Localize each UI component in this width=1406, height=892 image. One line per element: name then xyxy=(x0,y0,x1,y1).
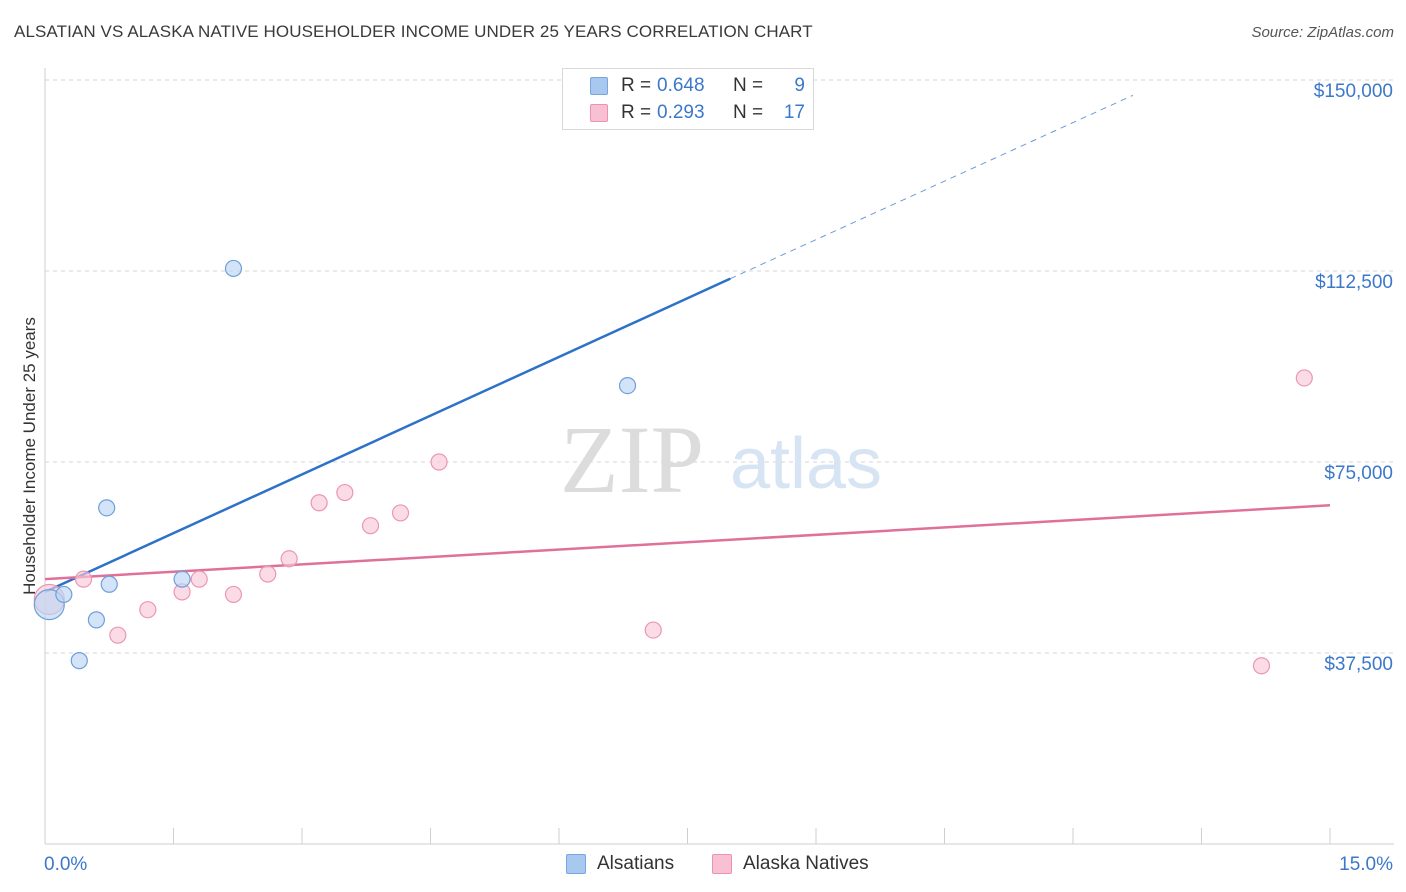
legend-row-alsatians: R = 0.648 N = 9 xyxy=(563,73,813,99)
point-alaska-natives xyxy=(280,550,298,568)
watermark: ZIP atlas xyxy=(560,406,882,513)
trend-line-alsatians-extension xyxy=(730,94,1134,280)
point-alaska-natives xyxy=(139,601,157,619)
axes xyxy=(44,68,1394,845)
legend-n-label: N = xyxy=(733,102,764,123)
y-tick-label: $150,000 xyxy=(1314,81,1393,102)
tick-labels: $37,500 $75,000 $112,500 $150,000 0.0% 15.0% xyxy=(44,81,1393,875)
point-alaska-natives xyxy=(109,626,127,644)
point-alaska-natives xyxy=(644,621,662,639)
legend-r-label: R = xyxy=(621,102,652,123)
trend-lines xyxy=(44,94,1331,594)
legend-n-label: N = xyxy=(733,75,764,96)
legend-r-label: R = xyxy=(621,75,652,96)
data-points xyxy=(33,259,1313,675)
bottom-legend-label: Alaska Natives xyxy=(743,853,869,874)
point-alaska-natives xyxy=(224,585,243,604)
point-alaska-natives xyxy=(1295,369,1313,387)
point-alsatians xyxy=(70,652,88,670)
y-tick-label: $112,500 xyxy=(1315,272,1393,293)
point-alsatians xyxy=(98,499,116,517)
chart-title: ALSATIAN VS ALASKA NATIVE HOUSEHOLDER IN… xyxy=(14,22,813,41)
y-tick-label: $37,500 xyxy=(1324,654,1393,675)
legend-swatch-alsatians xyxy=(590,77,608,95)
legend-swatch-alaska-natives xyxy=(590,104,608,122)
point-alsatians xyxy=(618,377,637,395)
stats-legend: R = 0.648 N = 9 R = 0.293 N = 17 xyxy=(562,68,814,130)
point-alaska-natives xyxy=(310,494,328,512)
point-alaska-natives xyxy=(391,504,410,522)
x-tick-label: 15.0% xyxy=(1339,854,1393,875)
legend-r-value: 0.648 xyxy=(657,75,705,96)
watermark-atlas: atlas xyxy=(730,424,882,504)
trend-line-alsatians xyxy=(44,277,731,594)
source-credit: Source: ZipAtlas.com xyxy=(1251,24,1394,41)
bottom-legend-label: Alsatians xyxy=(597,853,675,874)
bottom-legend-swatch-alaska-natives xyxy=(712,854,732,874)
point-alaska-natives xyxy=(1252,657,1271,675)
legend-r-value: 0.293 xyxy=(657,102,705,123)
point-alaska-natives xyxy=(336,483,354,502)
trend-line-alaska-natives xyxy=(44,504,1331,581)
bottom-legend-swatch-alsatians xyxy=(566,854,586,874)
y-tick-label: $75,000 xyxy=(1324,463,1393,484)
point-alsatians xyxy=(173,570,191,588)
point-alsatians xyxy=(87,611,106,629)
point-alaska-natives xyxy=(74,570,93,588)
point-alaska-natives xyxy=(430,453,448,471)
point-alaska-natives xyxy=(361,517,380,535)
point-alsatians xyxy=(224,259,243,278)
x-tick-label: 0.0% xyxy=(44,854,87,875)
watermark-zip: ZIP xyxy=(560,406,704,513)
point-alaska-natives xyxy=(259,565,277,583)
point-alaska-natives xyxy=(190,570,208,588)
point-alsatians xyxy=(55,585,73,604)
legend-row-alaska-natives: R = 0.293 N = 17 xyxy=(563,100,813,126)
legend-n-value: 17 xyxy=(783,102,805,123)
legend-n-value: 9 xyxy=(794,75,805,96)
point-alsatians xyxy=(100,575,118,593)
